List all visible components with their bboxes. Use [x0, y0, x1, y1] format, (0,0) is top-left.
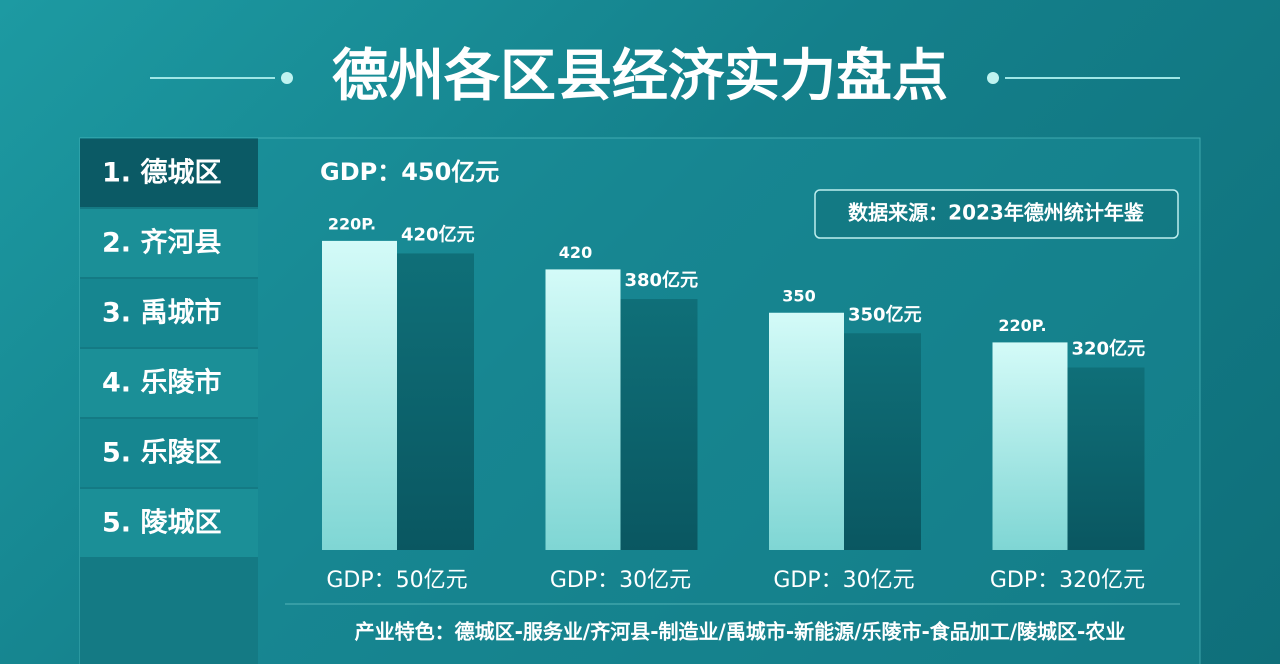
value-label: 350亿元 — [848, 303, 922, 325]
bar — [397, 253, 474, 550]
bar — [844, 333, 921, 550]
title-deco — [987, 72, 999, 84]
bottom-label: GDP：30亿元 — [773, 568, 914, 593]
bar — [545, 269, 621, 550]
footer: 产业特色：德城区-服务业/齐河县-制造业/禹城市-新能源/乐陵市-食品加工/陵城… — [355, 620, 1126, 644]
bar — [322, 240, 397, 550]
bar-note: 350 — [782, 286, 815, 305]
bottom-label: GDP：50亿元 — [326, 568, 467, 593]
district-row — [80, 349, 258, 417]
bar-note: 220P. — [328, 214, 376, 233]
title-deco — [281, 72, 293, 84]
bar — [620, 299, 698, 550]
source-box — [814, 189, 1179, 239]
bottom-label: GDP：30亿元 — [550, 568, 691, 593]
bar — [992, 342, 1068, 550]
bar — [1067, 367, 1145, 550]
district-item: 2. 齐河县 — [102, 227, 221, 259]
bottom-label: GDP：320亿元 — [990, 568, 1145, 593]
district-row — [80, 279, 258, 347]
bar-note: 420 — [559, 243, 592, 262]
value-label: 420亿元 — [401, 223, 475, 245]
source: 数据来源：2023年德州统计年鉴 — [848, 201, 1145, 225]
district-row — [80, 209, 258, 277]
value-label: 320亿元 — [1072, 338, 1146, 360]
bar-note: 220P. — [998, 316, 1046, 335]
top-label: GDP：450亿元 — [320, 158, 499, 186]
district-row — [80, 419, 258, 487]
district-item: 5. 陵城区 — [102, 508, 221, 539]
value-label: 380亿元 — [625, 269, 699, 291]
title: 德州各区县经济实力盘点 — [332, 44, 948, 109]
district-item: 3. 禹城市 — [102, 297, 221, 329]
bar — [769, 312, 844, 550]
district-item: 5. 乐陵区 — [102, 438, 221, 469]
district-item: 1. 德城区 — [102, 158, 221, 189]
district-item: 4. 乐陵市 — [102, 367, 221, 399]
district-row — [80, 489, 258, 557]
district-row — [80, 139, 258, 207]
